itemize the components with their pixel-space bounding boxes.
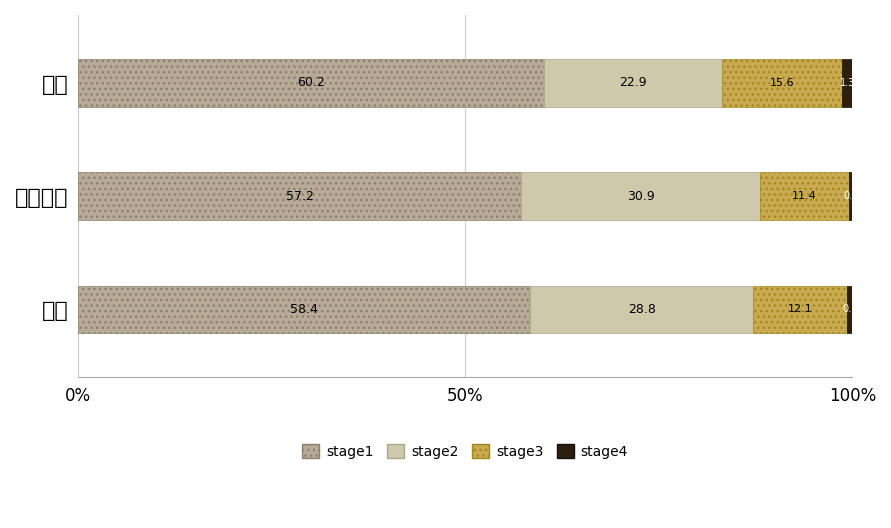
Text: 1.3: 1.3 (839, 78, 855, 88)
Text: 60.2: 60.2 (298, 77, 325, 89)
Bar (842, 59, 853, 107)
Text: 22.9: 22.9 (619, 77, 647, 89)
Bar (544, 59, 722, 107)
Text: 58.4: 58.4 (290, 303, 318, 316)
Text: 15.6: 15.6 (770, 78, 794, 88)
Text: 28.8: 28.8 (628, 303, 656, 316)
Text: 0.7: 0.7 (842, 305, 857, 314)
Bar (760, 172, 848, 220)
Bar (78, 59, 544, 107)
Bar (530, 286, 753, 333)
Bar (722, 59, 842, 107)
Bar (521, 172, 760, 220)
Bar (848, 172, 854, 220)
Text: 0.6: 0.6 (843, 191, 858, 201)
Bar (78, 286, 530, 333)
Bar (753, 286, 847, 333)
Text: 30.9: 30.9 (626, 190, 655, 203)
Text: 57.2: 57.2 (286, 190, 314, 203)
Bar (847, 286, 853, 333)
Bar (78, 172, 521, 220)
Text: 11.4: 11.4 (792, 191, 817, 201)
Text: 12.1: 12.1 (788, 305, 813, 314)
Legend: stage1, stage2, stage3, stage4: stage1, stage2, stage3, stage4 (297, 439, 634, 464)
